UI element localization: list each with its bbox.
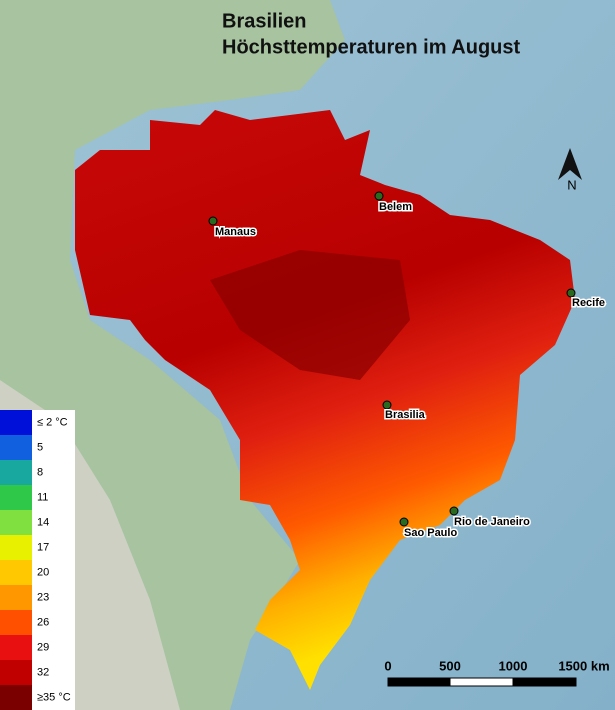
city-dot: [382, 400, 392, 410]
legend-label: 11: [37, 491, 48, 503]
legend-label: 29: [37, 641, 49, 653]
legend-label: ≤ 2 °C: [37, 416, 68, 428]
scale-segment: [387, 677, 451, 687]
city-dot: [374, 191, 384, 201]
legend-label: 5: [37, 441, 43, 453]
city-label: Belem: [379, 201, 412, 213]
legend-label: ≥35 °C: [37, 691, 71, 703]
scale-label: 1000: [499, 658, 528, 673]
legend-label: 23: [37, 591, 49, 603]
legend-swatch: [0, 685, 32, 710]
city-label: Sao Paulo: [404, 527, 457, 539]
city-label: Rio de Janeiro: [454, 516, 530, 528]
legend-swatch: [0, 660, 32, 685]
scale-label: 0: [384, 658, 391, 673]
scale-label: 500: [439, 658, 461, 673]
title-line: Höchsttemperaturen im August: [222, 36, 521, 58]
legend-swatch: [0, 560, 32, 585]
legend-swatch: [0, 610, 32, 635]
legend-swatch: [0, 410, 32, 435]
legend-swatch: [0, 510, 32, 535]
north-arrow: [558, 148, 582, 180]
legend-swatch: [0, 535, 32, 560]
title-line: Brasilien: [222, 10, 306, 32]
north-label: N: [567, 177, 576, 192]
legend-label: 26: [37, 616, 49, 628]
legend-label: 20: [37, 566, 49, 578]
city-dot: [399, 517, 409, 527]
brazil-temperature: [75, 110, 575, 690]
city-dot: [449, 506, 459, 516]
legend-label: 32: [37, 666, 49, 678]
legend-swatch: [0, 435, 32, 460]
legend-label: 17: [37, 541, 49, 553]
city-label: Brasilia: [385, 409, 426, 421]
legend-swatch: [0, 585, 32, 610]
city-dot: [566, 288, 576, 298]
legend-label: 14: [37, 516, 49, 528]
city-label: Recife: [572, 297, 605, 309]
city-dot: [208, 216, 218, 226]
hot-core: [210, 250, 410, 380]
legend-swatch: [0, 460, 32, 485]
scale-segment: [449, 677, 514, 687]
legend-swatch: [0, 635, 32, 660]
city-label: Manaus: [215, 226, 256, 238]
scale-segment: [512, 677, 577, 687]
legend-label: 8: [37, 466, 43, 478]
legend-swatch: [0, 485, 32, 510]
scale-label: 1500 km: [558, 658, 609, 673]
